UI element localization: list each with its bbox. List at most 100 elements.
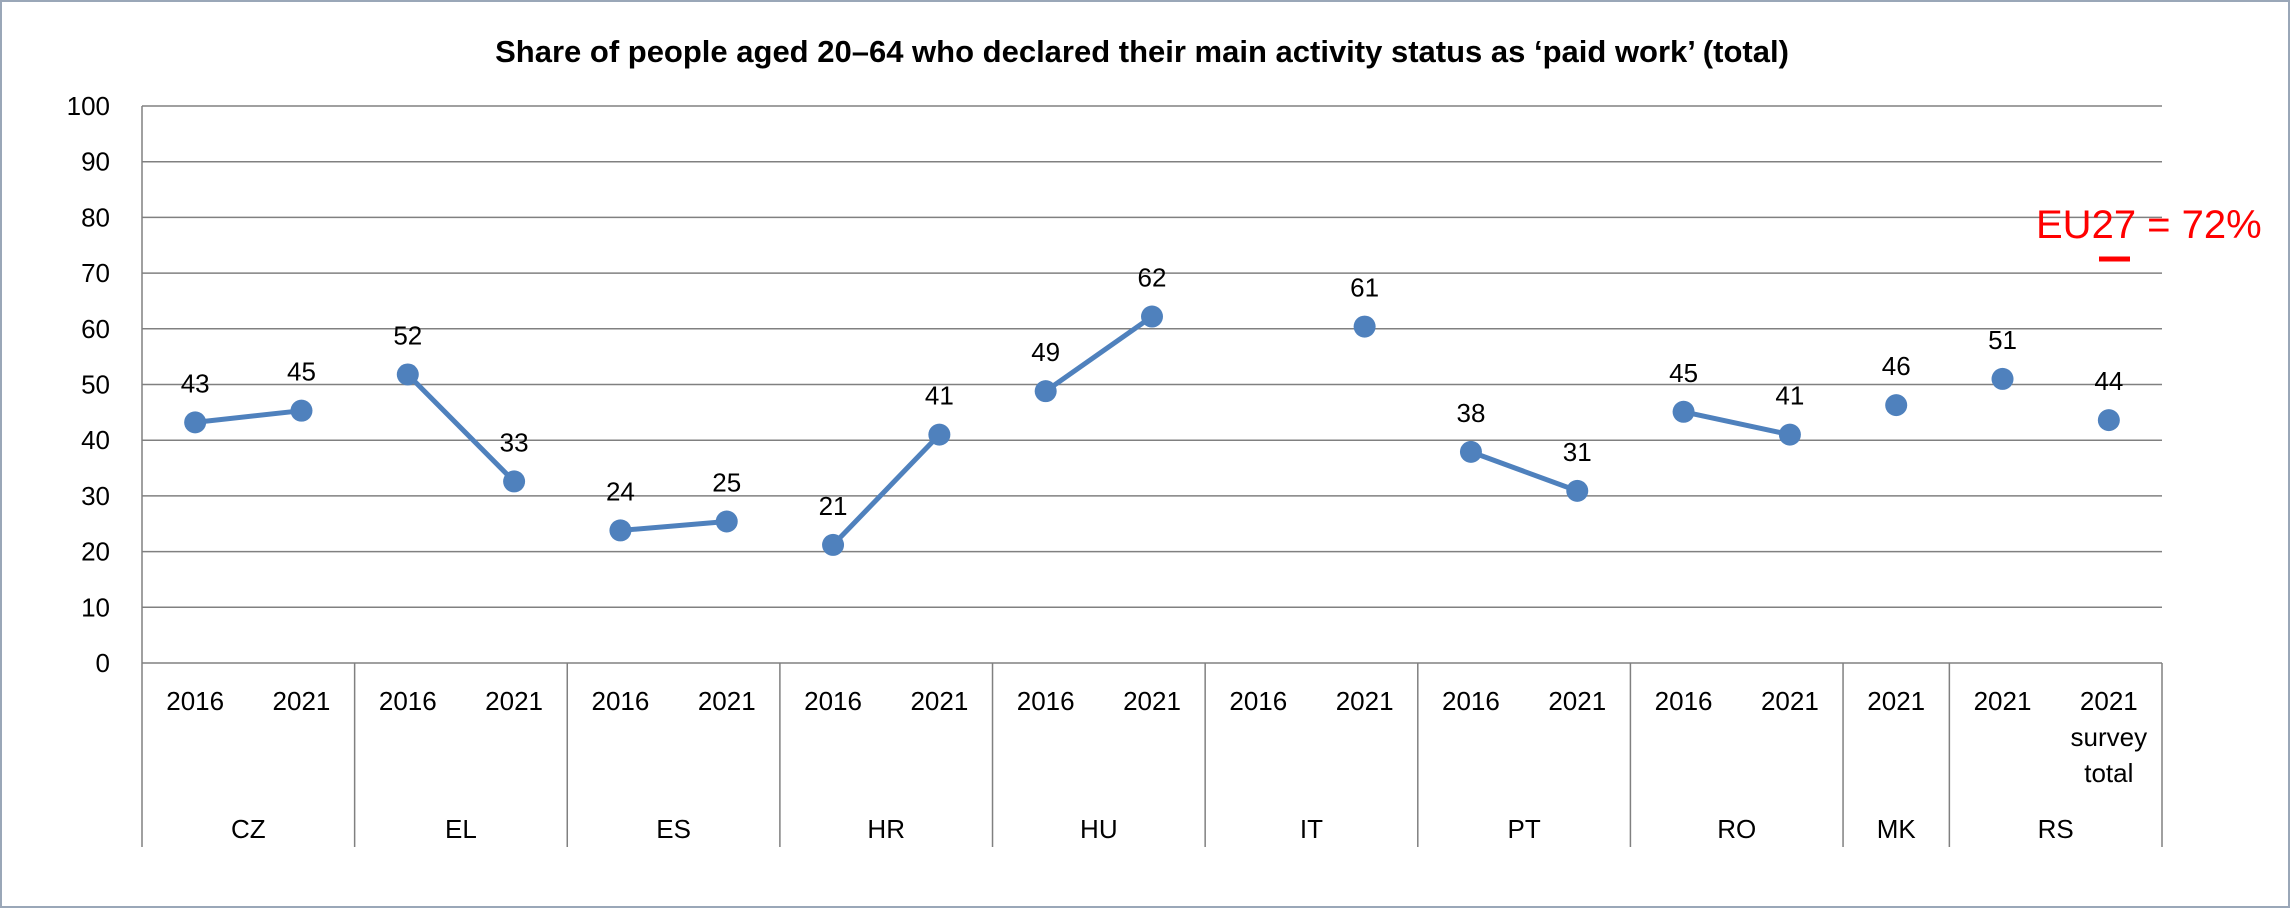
data-point [609, 519, 632, 542]
x-tick-label: 2016 [379, 686, 437, 716]
data-point [2097, 409, 2120, 432]
data-label: 45 [1669, 358, 1698, 388]
data-point [1034, 380, 1057, 403]
data-point [1672, 400, 1695, 423]
x-tick-label: 2016 [1655, 686, 1713, 716]
x-group-label: RO [1717, 814, 1756, 844]
y-tick-label: 10 [81, 592, 110, 622]
x-tick-label: 2021 [485, 686, 543, 716]
x-tick-label-line: total [2084, 758, 2133, 788]
x-tick-label: 2021 survey total [2071, 686, 2148, 788]
series-line-segment [1044, 314, 1154, 394]
x-group-label: CZ [231, 814, 266, 844]
y-tick-label: 50 [81, 370, 110, 400]
series-line-segment [1470, 449, 1579, 494]
x-tick-label-line: 2016 [804, 686, 862, 716]
x-tick-label: 2021 [910, 686, 968, 716]
data-label: 62 [1138, 263, 1167, 293]
x-tick-label-line: 2021 [1336, 686, 1394, 716]
y-tick-label: 40 [81, 425, 110, 455]
x-tick-label-line: 2021 [2080, 686, 2138, 716]
x-tick-label-line: 2021 [1974, 686, 2032, 716]
x-tick-label-line: 2016 [379, 686, 437, 716]
data-label: 45 [287, 357, 316, 387]
data-point [1141, 305, 1163, 328]
x-tick-label: 2016 [1229, 686, 1287, 716]
x-tick-label-line: 2021 [1123, 686, 1181, 716]
x-axis: CZ EL ES HR HU IT PT RO MK RS 2016 2021 2016 2021 2016… [141, 106, 2163, 847]
data-label: 44 [2094, 366, 2123, 396]
data-point [1991, 367, 2014, 390]
x-tick-label-line: 2021 [910, 686, 968, 716]
eu27-annotation-text: EU27 = 72% [2036, 203, 2262, 247]
x-tick-label-line: 2021 [273, 686, 331, 716]
data-label: 38 [1456, 398, 1485, 428]
eu27-annotation: EU27 = 72% [2036, 203, 2262, 262]
data-label: 49 [1031, 337, 1060, 367]
y-tick-label: 20 [81, 537, 110, 567]
x-tick-label: 2021 [1761, 686, 1819, 716]
data-label: 46 [1882, 351, 1911, 381]
x-group-label: IT [1300, 814, 1323, 844]
series-line-segment [194, 408, 302, 425]
x-tick-label: 2021 [1867, 686, 1925, 716]
x-group-label: HU [1080, 814, 1118, 844]
x-tick-label-line: 2021 [1548, 686, 1606, 716]
data-point [503, 470, 526, 493]
x-group-label: ES [656, 814, 691, 844]
data-label: 43 [181, 368, 210, 398]
x-tick-label-line: 2021 [1867, 686, 1925, 716]
data-point [1885, 394, 1908, 417]
x-tick-label: 2021 [698, 686, 756, 716]
x-tick-label-line: survey [2071, 722, 2148, 752]
x-tick-label: 2016 [1442, 686, 1500, 716]
y-tick-label: 30 [81, 481, 110, 511]
series-points [184, 305, 2120, 556]
data-label: 25 [712, 468, 741, 498]
data-point [1353, 315, 1376, 338]
x-tick-label: 2016 [591, 686, 649, 716]
x-group-label: RS [2038, 814, 2074, 844]
series-line-segment [406, 372, 516, 484]
data-point [184, 411, 207, 434]
x-group-label: EL [445, 814, 477, 844]
x-tick-label: 2016 [804, 686, 862, 716]
x-tick-label: 2021 [1123, 686, 1181, 716]
y-tick-label: 60 [81, 314, 110, 344]
data-point [1459, 440, 1482, 463]
x-tick-label: 2016 [166, 686, 224, 716]
series-line-segment [620, 519, 727, 533]
x-tick-label-line: 2021 [485, 686, 543, 716]
data-label: 33 [500, 427, 529, 457]
y-tick-label: 90 [81, 147, 110, 177]
data-label: 31 [1563, 437, 1592, 467]
x-tick-label-line: 2021 [698, 686, 756, 716]
x-tick-label: 2021 [273, 686, 331, 716]
x-tick-label-line: 2016 [1229, 686, 1287, 716]
x-tick-label: 2021 [1336, 686, 1394, 716]
gridlines [142, 105, 2162, 664]
y-tick-label: 0 [96, 648, 110, 678]
x-tick-label-line: 2016 [591, 686, 649, 716]
data-label: 41 [1775, 381, 1804, 411]
x-tick-label-line: 2016 [166, 686, 224, 716]
x-tick-label-line: 2021 [1761, 686, 1819, 716]
data-point [396, 363, 419, 386]
chart-title: Share of people aged 20–64 who declared … [495, 34, 1789, 69]
data-point [715, 510, 738, 533]
data-label: 41 [925, 381, 954, 411]
data-point [1566, 479, 1589, 502]
x-tick-label-line: 2016 [1017, 686, 1075, 716]
x-tick-label-line: 2016 [1655, 686, 1713, 716]
data-point [928, 423, 951, 446]
x-group-label: MK [1877, 814, 1917, 844]
x-group-label: PT [1507, 814, 1540, 844]
x-tick-label-line: 2016 [1442, 686, 1500, 716]
data-point [1778, 423, 1801, 446]
data-label: 21 [819, 491, 848, 521]
series-line-segment [831, 432, 942, 547]
y-tick-label: 80 [81, 202, 110, 232]
y-axis-ticks: 0 10 20 30 40 50 60 70 80 90 100 [67, 91, 110, 678]
